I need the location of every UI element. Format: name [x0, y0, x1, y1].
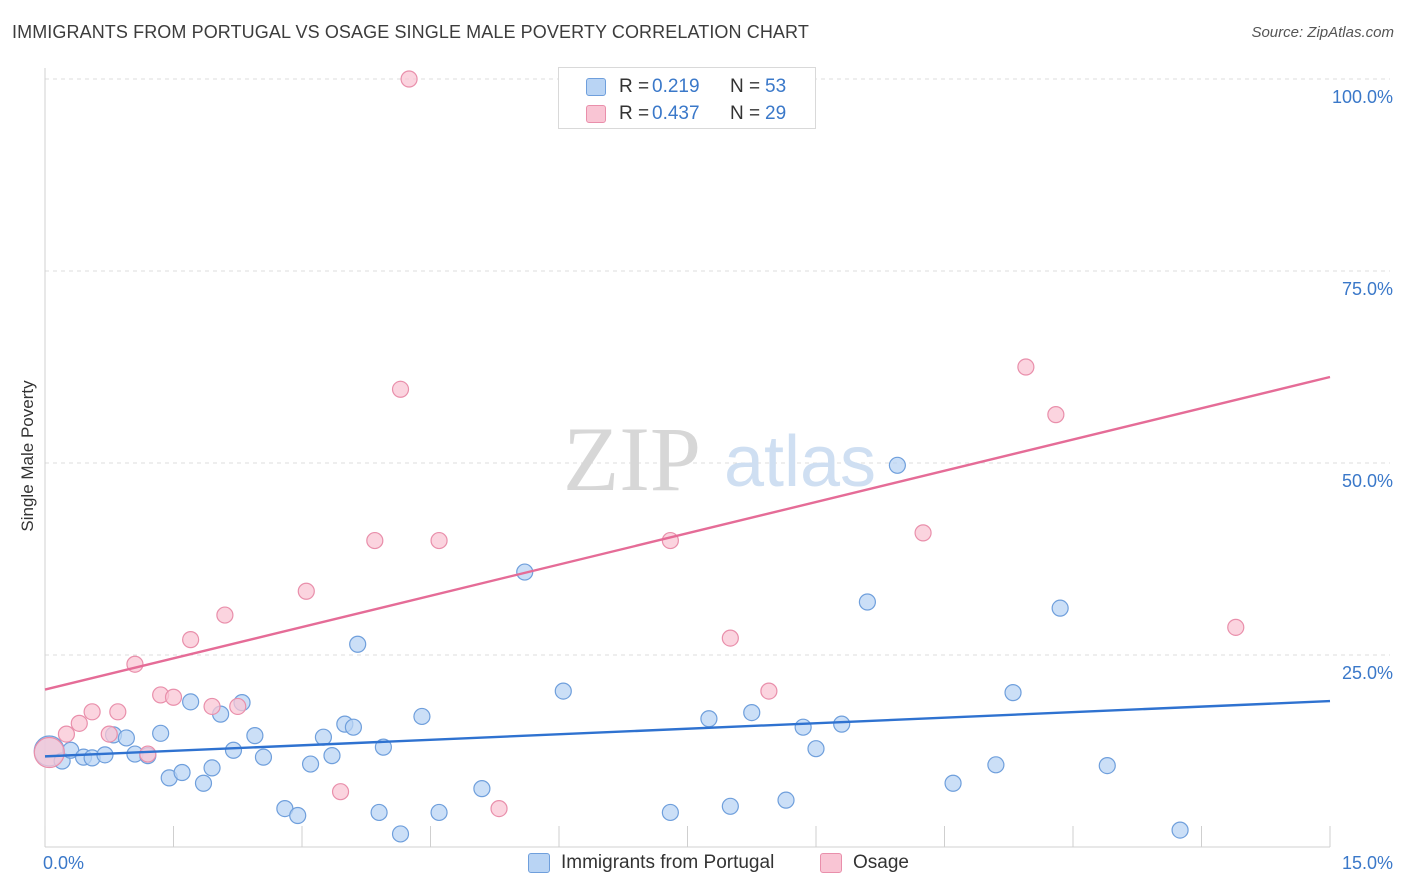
point-osage: [1047, 406, 1065, 424]
point-osage: [203, 697, 221, 716]
legend-n-value: 53: [765, 76, 787, 97]
point-portugal: [661, 803, 679, 822]
point-portugal: [1098, 756, 1116, 775]
point-portugal: [794, 718, 812, 736]
point-osage: [391, 380, 410, 398]
legend-swatch-osage: [586, 105, 606, 123]
point-osage: [182, 631, 200, 649]
point-portugal: [1171, 821, 1189, 839]
grid-layer: [45, 78, 1390, 656]
point-portugal: [777, 791, 795, 809]
trend-line-osage: [44, 375, 1331, 691]
point-portugal: [314, 728, 333, 746]
point-portugal: [194, 774, 213, 792]
point-portugal: [858, 593, 877, 611]
legend-r-label: R =: [619, 76, 650, 97]
point-portugal: [743, 703, 761, 722]
point-osage: [229, 697, 247, 716]
point-portugal: [833, 715, 851, 733]
legend-r-label: R =: [619, 103, 650, 124]
point-osage: [33, 736, 65, 769]
bottom-legend-label-portugal: Immigrants from Portugal: [561, 852, 775, 873]
point-portugal: [117, 729, 135, 747]
point-osage: [216, 606, 234, 624]
point-portugal: [152, 724, 170, 742]
bottom-legend-swatch-portugal: [528, 853, 550, 873]
point-portugal: [203, 759, 221, 777]
point-portugal: [289, 806, 307, 825]
point-portugal: [987, 756, 1005, 774]
x-tick-label-min: 0.0%: [43, 853, 84, 873]
point-osage: [760, 682, 778, 700]
x-tick-label-max: 15.0%: [1342, 853, 1393, 873]
point-portugal: [182, 693, 200, 711]
watermark-atlas: atlas: [724, 422, 876, 502]
point-portugal: [413, 707, 431, 726]
point-osage: [490, 799, 508, 818]
point-osage: [164, 688, 183, 706]
point-portugal: [254, 748, 273, 766]
y-tick-label: 25.0%: [1342, 663, 1393, 683]
point-portugal: [323, 747, 341, 765]
point-portugal: [246, 727, 264, 745]
point-osage: [297, 582, 315, 600]
point-portugal: [224, 741, 243, 759]
point-portugal: [173, 763, 191, 782]
point-portugal: [721, 797, 739, 815]
legend-n-value: 29: [765, 103, 787, 124]
legend-r-value: 0.437: [652, 103, 700, 124]
point-portugal: [554, 682, 572, 700]
y-tick-label: 50.0%: [1342, 471, 1393, 491]
point-osage: [139, 745, 157, 763]
point-portugal: [888, 456, 906, 474]
point-portugal: [807, 740, 825, 758]
point-osage: [109, 703, 127, 721]
point-portugal: [370, 803, 388, 822]
watermark: ZIP atlas: [563, 408, 876, 510]
legend-swatch-portugal: [586, 78, 606, 96]
point-osage: [331, 783, 350, 801]
point-portugal: [944, 774, 962, 792]
point-portugal: [430, 803, 448, 822]
point-osage: [721, 629, 739, 647]
y-tick-label: 100.0%: [1332, 87, 1393, 107]
y-axis-label: Single Male Poverty: [18, 380, 37, 532]
point-portugal: [301, 755, 320, 773]
bottom-legend-label-osage: Osage: [853, 852, 909, 873]
point-osage: [83, 703, 101, 721]
point-osage: [1227, 618, 1245, 636]
watermark-zip: ZIP: [563, 408, 701, 510]
point-portugal: [391, 825, 410, 843]
tick-labels: 100.0% 75.0% 50.0% 25.0% 0.0% 15.0%: [43, 87, 1393, 873]
axis-layer: [44, 68, 1331, 848]
point-portugal: [473, 780, 491, 798]
point-portugal: [349, 635, 367, 653]
legend-r-value: 0.219: [652, 76, 700, 97]
source-label: Source: ZipAtlas.com: [1251, 24, 1394, 41]
legend-n-label: N =: [730, 103, 761, 124]
series-osage-points: [33, 70, 1245, 818]
point-osage: [914, 524, 932, 542]
legend-n-label: N =: [730, 76, 761, 97]
y-tick-label: 75.0%: [1342, 279, 1393, 299]
point-portugal: [1004, 684, 1022, 702]
point-osage: [57, 725, 76, 743]
correlation-legend: R = 0.219 N = 53 R = 0.437 N = 29: [558, 67, 816, 129]
bottom-legend-swatch-osage: [820, 853, 842, 873]
point-osage: [70, 714, 88, 732]
point-osage: [100, 725, 118, 743]
point-osage: [400, 70, 418, 88]
chart-title: IMMIGRANTS FROM PORTUGAL VS OSAGE SINGLE…: [12, 22, 809, 42]
point-portugal: [344, 718, 362, 736]
point-portugal: [1051, 599, 1069, 617]
point-portugal: [700, 710, 718, 728]
trend-lines: [44, 375, 1331, 758]
trend-line-portugal: [44, 699, 1331, 758]
point-osage: [1017, 358, 1035, 376]
point-osage: [366, 531, 384, 550]
point-osage: [430, 531, 448, 550]
